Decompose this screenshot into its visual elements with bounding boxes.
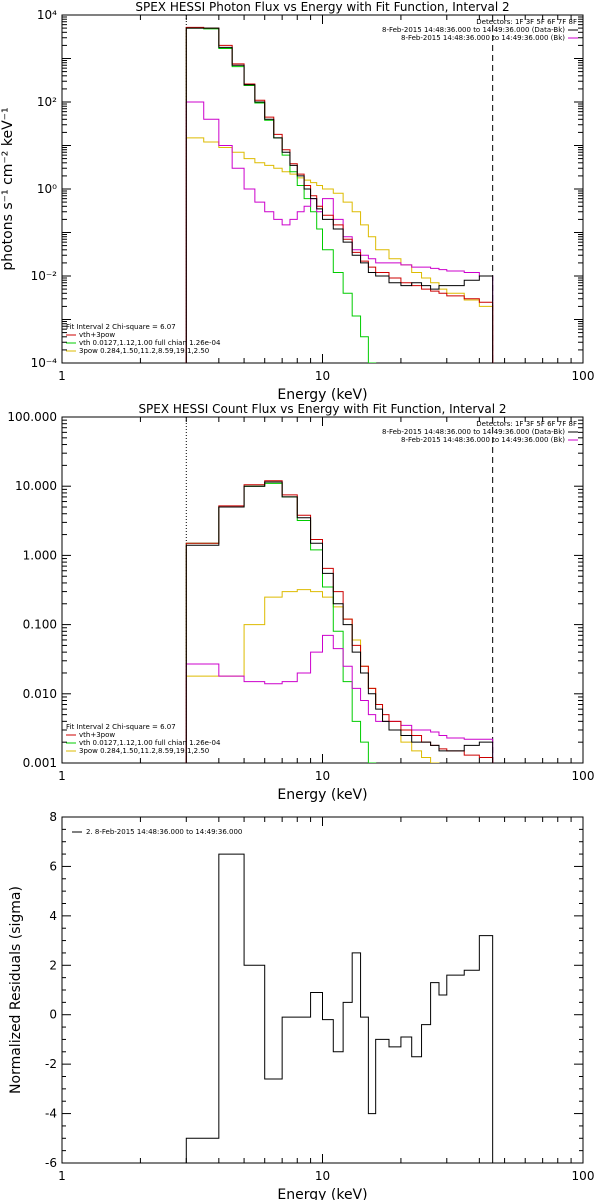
x-tick-label: 10 — [315, 769, 330, 783]
legend-chi-square: Fit Interval 2 Chi-square = 6.07 — [66, 723, 176, 731]
x-tick-label: 1 — [58, 1169, 66, 1183]
y-tick-label: -2 — [45, 1057, 57, 1071]
y-tick-label: -6 — [45, 1156, 57, 1170]
x-tick-label: 1 — [58, 769, 66, 783]
chart-panel-1: SPEX HESSI Photon Flux vs Energy with Fi… — [0, 0, 594, 403]
y-tick-label: 0 — [49, 1008, 57, 1022]
plot-frame — [61, 416, 584, 764]
plot-area — [185, 853, 494, 1163]
x-tick-label: 10 — [315, 1169, 330, 1183]
legend-entry-data: 8-Feb-2015 14:48:36.000 to 14:49:36.000 … — [382, 26, 565, 34]
x-tick-label: 100 — [572, 369, 595, 383]
y-tick-label: 0.010 — [23, 687, 57, 701]
y-tick-label: 6 — [49, 859, 57, 873]
y-tick-label: -4 — [45, 1107, 57, 1121]
y-tick-label: 2 — [49, 958, 57, 972]
series-bk — [185, 101, 494, 363]
y-tick-label: 0.100 — [23, 618, 57, 632]
chart-title: SPEX HESSI Count Flux vs Energy with Fit… — [138, 402, 506, 416]
y-tick-label: 10⁰ — [37, 182, 57, 196]
series-pow — [185, 589, 440, 763]
plot-area — [185, 15, 494, 363]
legend-entry-total: vth+3pow — [79, 731, 115, 739]
series-total — [185, 26, 494, 363]
x-tick-label: 100 — [572, 769, 595, 783]
legend-entry-pow: 3pow 0.284,1.50,11.2,8.59,19.1,2.50 — [79, 347, 209, 355]
x-axis-label: Energy (keV) — [277, 1187, 367, 1200]
y-tick-label: 10⁻² — [31, 269, 58, 283]
legend-entry-total: vth+3pow — [79, 331, 115, 339]
y-tick-label: 100.000 — [7, 410, 57, 424]
series-bk — [185, 634, 494, 763]
series-data — [185, 27, 494, 363]
y-tick-label: 10² — [37, 95, 57, 109]
y-tick-label: 10⁻⁴ — [31, 356, 58, 370]
chart-panel-2: SPEX HESSI Count Flux vs Energy with Fit… — [7, 402, 594, 803]
plot-area — [185, 417, 494, 763]
legend-detectors: Detectors: 1F 3F 5F 6F 7F 8F — [476, 18, 577, 26]
series-pow — [185, 137, 494, 363]
legend-chi-square: Fit Interval 2 Chi-square = 6.07 — [66, 323, 176, 331]
y-tick-label: 10⁴ — [37, 8, 57, 22]
x-tick-label: 100 — [572, 1169, 595, 1183]
legend-entry-vth: vth 0.0127,1.12,1.00 full chian 1.26e-04 — [79, 739, 221, 747]
y-tick-label: 4 — [49, 909, 57, 923]
y-tick-label: 0.001 — [23, 756, 57, 770]
x-axis-label: Energy (keV) — [277, 387, 367, 403]
series-resid — [185, 853, 494, 1163]
x-tick-label: 10 — [315, 369, 330, 383]
chart-panel-3: 1 10 100 Energy (keV) -6 -4 -2 0 2 4 6 8 Normalized … — [8, 810, 594, 1200]
series-data — [185, 481, 494, 763]
plot-frame — [61, 816, 584, 1164]
legend-entry-resid: 2. 8-Feb-2015 14:48:36.000 to 14:49:36.0… — [86, 828, 242, 836]
series-vth — [185, 482, 377, 763]
series-vth — [185, 27, 377, 363]
legend-entry-bk: 8-Feb-2015 14:48:36.000 to 14:49:36.000 … — [401, 436, 565, 444]
y-axis-label: Normalized Residuals (sigma) — [8, 886, 24, 1094]
legend-entry-pow: 3pow 0.284,1.50,11.2,8.59,19.1,2.50 — [79, 747, 209, 755]
y-tick-label: 10.000 — [15, 479, 57, 493]
y-tick-label: 1.000 — [23, 548, 57, 562]
legend-entry-vth: vth 0.0127,1.12,1.00 full chian 1.26e-04 — [79, 339, 221, 347]
y-tick-label: 8 — [49, 810, 57, 824]
x-tick-label: 1 — [58, 369, 66, 383]
series-total — [185, 480, 494, 763]
y-axis-label: photons s⁻¹ cm⁻² keV⁻¹ — [0, 107, 16, 270]
legend-entry-data: 8-Feb-2015 14:48:36.000 to 14:49:36.000 … — [382, 428, 565, 436]
x-axis-label: Energy (keV) — [277, 787, 367, 803]
legend-entry-bk: 8-Feb-2015 14:48:36.000 to 14:49:36.000 … — [401, 34, 565, 42]
chart-title: SPEX HESSI Photon Flux vs Energy with Fi… — [135, 0, 509, 14]
legend-detectors: Detectors: 1F 3F 5F 6F 7F 8F — [476, 420, 577, 428]
